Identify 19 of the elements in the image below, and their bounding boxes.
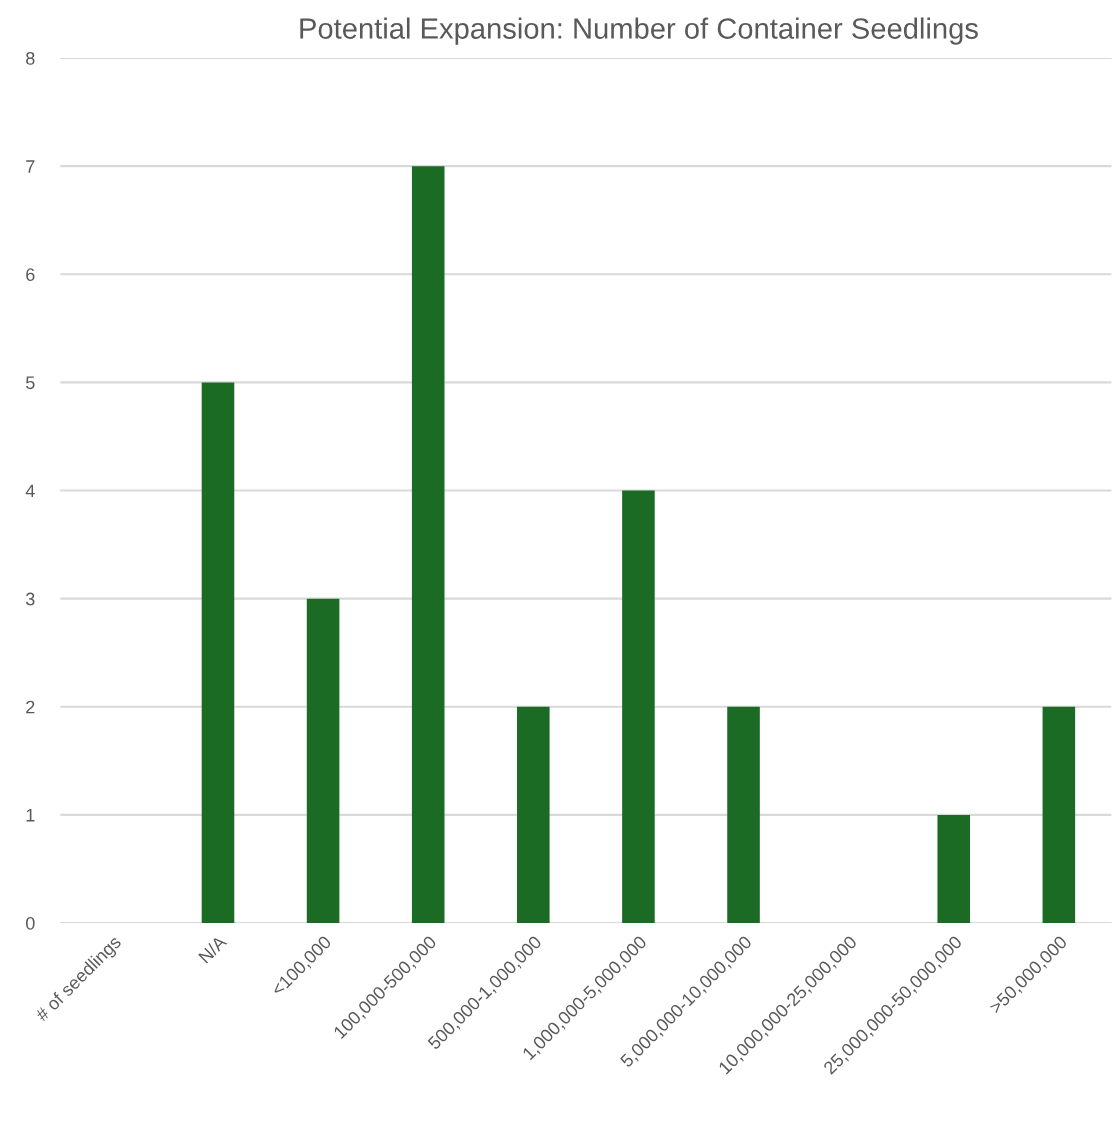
y-tick-label: 3 [25, 592, 35, 606]
y-tick-label: 4 [25, 484, 35, 498]
y-tick-label: 2 [26, 700, 35, 714]
bar [937, 814, 971, 924]
bar [1042, 706, 1076, 924]
bar [622, 490, 655, 924]
y-tick-label: 6 [26, 268, 35, 281]
y-tick-label: 0 [25, 916, 35, 930]
bar [727, 706, 760, 924]
bar [201, 382, 235, 924]
y-tick-label: 1 [26, 809, 35, 822]
bar [306, 598, 340, 924]
bar [411, 166, 445, 924]
bar [517, 706, 550, 924]
y-tick-label: 8 [26, 51, 35, 65]
y-tick-label: 5 [26, 376, 35, 390]
x-tick-label: N/A [197, 934, 228, 964]
y-tick-label: 7 [26, 160, 35, 173]
chart-title: Potential Expansion: Number of Container Seedlings [300, 17, 978, 45]
